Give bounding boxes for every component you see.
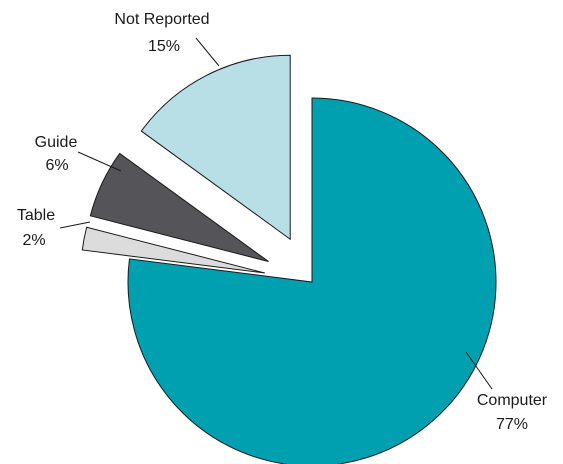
label-table-name: Table — [17, 207, 55, 224]
leader-guide — [77, 151, 122, 172]
leader-computer — [465, 351, 493, 390]
label-guide-pct: 6% — [45, 157, 68, 174]
label-guide-name: Guide — [35, 134, 78, 151]
pie-slices — [81, 54, 497, 464]
leader-table — [59, 221, 91, 229]
pie-slice-computer — [127, 97, 497, 464]
label-computer-pct: 77% — [496, 416, 528, 433]
leader-not-reported — [195, 37, 220, 67]
label-not-reported-name: Not Reported — [114, 11, 209, 28]
pie-slice-not-reported — [140, 54, 291, 241]
label-computer-name: Computer — [477, 392, 548, 409]
pie-slice-table — [81, 226, 265, 274]
pie-slice-guide — [89, 152, 269, 263]
leader-lines — [59, 37, 493, 390]
label-table-pct: 2% — [22, 232, 45, 249]
label-not-reported-pct: 15% — [148, 38, 180, 55]
